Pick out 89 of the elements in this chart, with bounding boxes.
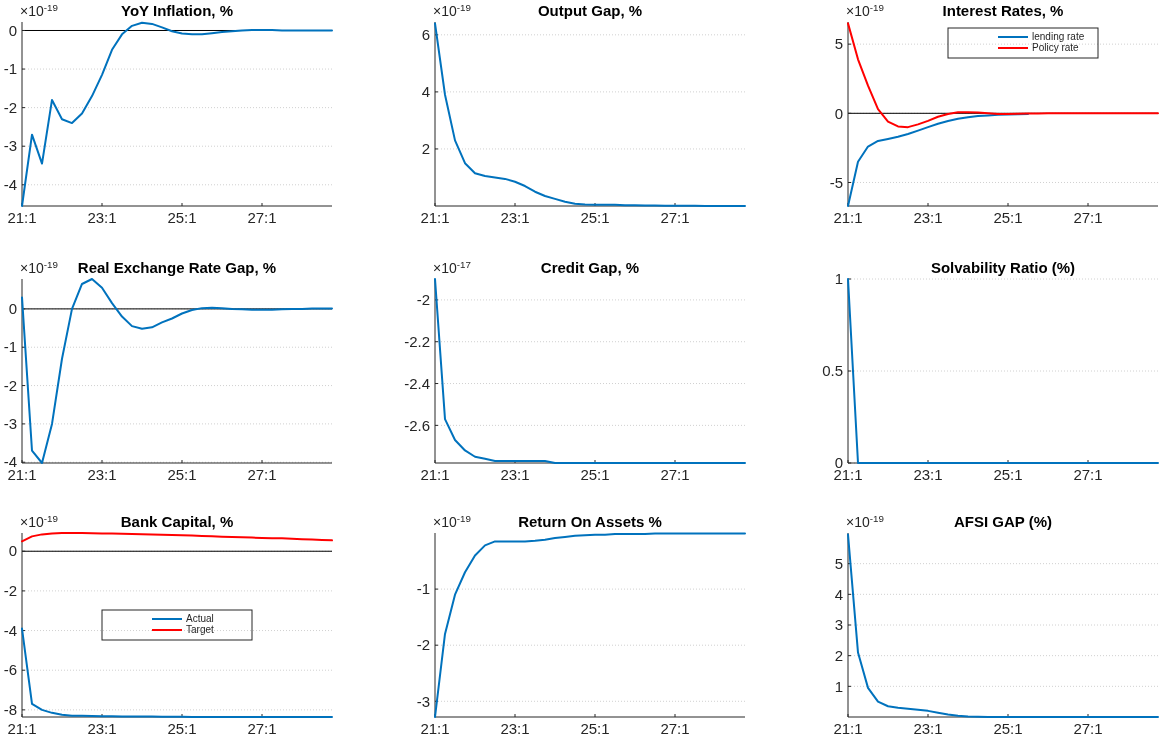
y-tick-label: 5: [834, 554, 843, 572]
x-tick-label: 21:1: [833, 720, 863, 737]
x-tick-label: 27:1: [1073, 720, 1103, 737]
x-tick-label: 21:1: [7, 720, 37, 737]
y-tick-label: 0: [834, 104, 843, 122]
x-tick-label: 27:1: [660, 466, 690, 483]
x-tick-label: 21:1: [7, 209, 37, 226]
chart-title: Output Gap, %: [537, 2, 643, 19]
y-tick-label: -3: [3, 137, 17, 155]
legend-label: Policy rate: [1032, 42, 1080, 53]
x-tick-label: 23:1: [500, 209, 530, 226]
chart-title: Credit Gap, %: [540, 259, 640, 276]
x-tick-label: 21:1: [420, 466, 450, 483]
x-tick-label: 27:1: [660, 720, 690, 737]
x-tick-label: 25:1: [580, 720, 610, 737]
x-tick-label: 23:1: [87, 209, 117, 226]
y-tick-label: 2: [421, 140, 430, 158]
x-tick-label: 25:1: [167, 720, 197, 737]
y-tick-label: 0.5: [822, 362, 843, 380]
y-tick-label: -4: [3, 621, 17, 639]
y-tick-label: -5: [829, 173, 843, 191]
x-tick-label: 21:1: [833, 209, 863, 226]
text: ×10$^{-19}$: [433, 1, 471, 19]
x-tick-label: 23:1: [913, 466, 943, 483]
y-tick-label: 6: [421, 26, 430, 44]
x-tick-label: 27:1: [247, 466, 277, 483]
y-tick-label: -2.6: [404, 416, 430, 434]
x-tick-label: 25:1: [167, 209, 197, 226]
y-tick-label: -1: [3, 338, 17, 356]
x-tick-label: 25:1: [993, 720, 1023, 737]
y-tick-label: 1: [834, 270, 843, 288]
x-tick-label: 23:1: [87, 720, 117, 737]
text: ×10$^{-19}$: [846, 512, 884, 530]
y-tick-label: 2: [834, 646, 843, 664]
y-tick-label: -2.2: [404, 332, 430, 350]
chart-title: Bank Capital, %: [120, 513, 234, 530]
x-tick-label: 21:1: [420, 209, 450, 226]
y-tick-label: 3: [834, 616, 843, 634]
text: ×10$^{-19}$: [433, 512, 471, 530]
chart-title: Interest Rates, %: [942, 2, 1064, 19]
chart-title: Solvability Ratio (%): [930, 259, 1076, 276]
text: ×10$^{-19}$: [846, 1, 884, 19]
x-tick-label: 23:1: [913, 209, 943, 226]
y-tick-label: 0: [8, 21, 17, 39]
legend-label: Actual: [186, 613, 214, 624]
y-tick-label: -8: [3, 701, 17, 719]
x-tick-label: 27:1: [660, 209, 690, 226]
x-tick-label: 25:1: [993, 466, 1023, 483]
y-tick-label: -2: [416, 291, 430, 309]
y-tick-label: -2: [3, 582, 17, 600]
x-tick-label: 27:1: [247, 720, 277, 737]
y-tick-label: 1: [834, 677, 843, 695]
x-tick-label: 21:1: [420, 720, 450, 737]
y-tick-label: -1: [416, 580, 430, 598]
x-tick-label: 23:1: [87, 466, 117, 483]
y-tick-label: 4: [421, 83, 430, 101]
x-tick-label: 25:1: [167, 466, 197, 483]
x-tick-label: 27:1: [1073, 466, 1103, 483]
y-tick-label: -2.4: [404, 374, 430, 392]
text: ×10$^{-19}$: [20, 1, 58, 19]
text: ×10$^{-17}$: [433, 258, 471, 276]
x-tick-label: 25:1: [580, 209, 610, 226]
chart-title: Real Exchange Rate Gap, %: [77, 259, 277, 276]
x-tick-label: 23:1: [500, 466, 530, 483]
text: ×10$^{-19}$: [20, 258, 58, 276]
legend-label: lending rate: [1032, 31, 1085, 42]
y-tick-label: -3: [416, 692, 430, 710]
x-tick-label: 27:1: [247, 209, 277, 226]
x-tick-label: 25:1: [580, 466, 610, 483]
y-tick-label: 4: [834, 585, 843, 603]
x-tick-label: 23:1: [500, 720, 530, 737]
y-tick-label: -4: [3, 176, 17, 194]
y-tick-label: -2: [416, 636, 430, 654]
chart-title: AFSI GAP (%): [953, 513, 1053, 530]
y-tick-label: -2: [3, 98, 17, 116]
x-tick-label: 25:1: [993, 209, 1023, 226]
x-tick-label: 27:1: [1073, 209, 1103, 226]
y-tick-label: 0: [8, 300, 17, 318]
y-tick-label: -3: [3, 415, 17, 433]
y-tick-label: -1: [3, 60, 17, 78]
y-tick-label: 5: [834, 35, 843, 53]
x-tick-label: 23:1: [913, 720, 943, 737]
chart-title: Return On Assets %: [518, 513, 662, 530]
y-tick-label: 0: [8, 542, 17, 560]
text: ×10$^{-19}$: [20, 512, 58, 530]
chart-title: YoY Inflation, %: [121, 2, 233, 19]
legend-label: Target: [186, 624, 215, 635]
y-tick-label: -6: [3, 661, 17, 679]
y-tick-label: -2: [3, 376, 17, 394]
